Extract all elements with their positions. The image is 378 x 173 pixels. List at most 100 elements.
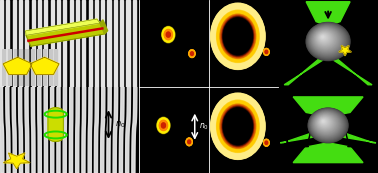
Circle shape xyxy=(264,140,269,146)
Circle shape xyxy=(309,25,345,57)
Circle shape xyxy=(309,25,345,56)
Circle shape xyxy=(321,36,325,39)
Circle shape xyxy=(188,141,190,143)
Circle shape xyxy=(265,51,268,53)
Circle shape xyxy=(167,33,169,36)
Polygon shape xyxy=(12,86,16,173)
Bar xyxy=(70,0,73,86)
Polygon shape xyxy=(0,86,4,173)
Circle shape xyxy=(164,29,172,40)
Circle shape xyxy=(266,142,267,143)
Bar xyxy=(32,0,35,86)
Circle shape xyxy=(191,52,193,55)
Circle shape xyxy=(264,140,269,146)
Circle shape xyxy=(167,33,170,36)
Bar xyxy=(14,49,17,86)
Circle shape xyxy=(186,138,192,146)
Circle shape xyxy=(188,140,191,143)
Circle shape xyxy=(310,26,344,55)
Circle shape xyxy=(308,24,347,58)
Circle shape xyxy=(166,32,170,37)
Circle shape xyxy=(322,120,325,123)
Circle shape xyxy=(163,28,174,42)
Circle shape xyxy=(265,141,268,144)
Circle shape xyxy=(317,32,333,45)
Circle shape xyxy=(319,33,329,42)
Circle shape xyxy=(189,50,195,57)
Circle shape xyxy=(157,117,170,134)
Circle shape xyxy=(166,31,171,38)
Circle shape xyxy=(318,117,332,128)
Circle shape xyxy=(307,23,349,59)
Circle shape xyxy=(190,51,194,56)
Circle shape xyxy=(158,119,169,132)
Bar xyxy=(95,0,98,86)
Circle shape xyxy=(308,108,348,143)
Circle shape xyxy=(318,116,332,129)
Polygon shape xyxy=(94,86,99,173)
Circle shape xyxy=(265,140,268,145)
Circle shape xyxy=(312,28,340,52)
Circle shape xyxy=(265,50,268,53)
Polygon shape xyxy=(26,23,105,46)
Circle shape xyxy=(316,31,334,47)
Polygon shape xyxy=(119,86,124,173)
Circle shape xyxy=(191,53,193,55)
Circle shape xyxy=(266,142,267,143)
Circle shape xyxy=(265,141,268,144)
Circle shape xyxy=(321,119,327,124)
Polygon shape xyxy=(51,86,54,173)
Circle shape xyxy=(319,118,330,127)
Circle shape xyxy=(168,34,169,35)
Circle shape xyxy=(190,51,194,56)
Circle shape xyxy=(187,139,192,145)
Circle shape xyxy=(314,30,336,49)
Circle shape xyxy=(190,51,194,56)
Circle shape xyxy=(167,34,169,36)
Circle shape xyxy=(265,140,268,145)
Bar xyxy=(8,49,11,86)
Circle shape xyxy=(309,109,346,141)
Circle shape xyxy=(162,27,175,43)
Circle shape xyxy=(164,29,173,40)
Circle shape xyxy=(264,49,268,54)
Circle shape xyxy=(156,117,170,134)
Circle shape xyxy=(189,50,195,57)
Circle shape xyxy=(158,119,169,132)
Circle shape xyxy=(319,117,331,128)
Circle shape xyxy=(163,124,164,127)
Circle shape xyxy=(187,139,191,145)
Circle shape xyxy=(189,50,195,57)
Circle shape xyxy=(306,22,350,61)
Circle shape xyxy=(312,112,341,137)
Circle shape xyxy=(189,51,194,57)
Bar xyxy=(57,0,60,86)
Bar xyxy=(19,0,22,86)
Bar xyxy=(0,0,3,86)
Circle shape xyxy=(161,122,166,129)
Circle shape xyxy=(265,50,268,54)
Text: 2.5 µm: 2.5 µm xyxy=(186,78,212,86)
Circle shape xyxy=(165,31,172,39)
Polygon shape xyxy=(113,86,118,173)
Circle shape xyxy=(160,121,167,130)
Circle shape xyxy=(264,139,269,146)
Circle shape xyxy=(160,121,167,130)
Circle shape xyxy=(316,31,334,46)
Polygon shape xyxy=(280,131,316,143)
Circle shape xyxy=(321,35,325,39)
Circle shape xyxy=(162,26,175,43)
Circle shape xyxy=(191,52,193,55)
Circle shape xyxy=(317,116,334,130)
Circle shape xyxy=(161,123,166,128)
Circle shape xyxy=(187,139,192,145)
Circle shape xyxy=(313,112,340,136)
Circle shape xyxy=(189,50,195,57)
Bar xyxy=(44,0,47,86)
Bar xyxy=(6,0,9,86)
Circle shape xyxy=(191,52,194,56)
Circle shape xyxy=(190,51,194,57)
Circle shape xyxy=(166,32,170,37)
Polygon shape xyxy=(101,86,105,173)
Circle shape xyxy=(165,31,171,38)
